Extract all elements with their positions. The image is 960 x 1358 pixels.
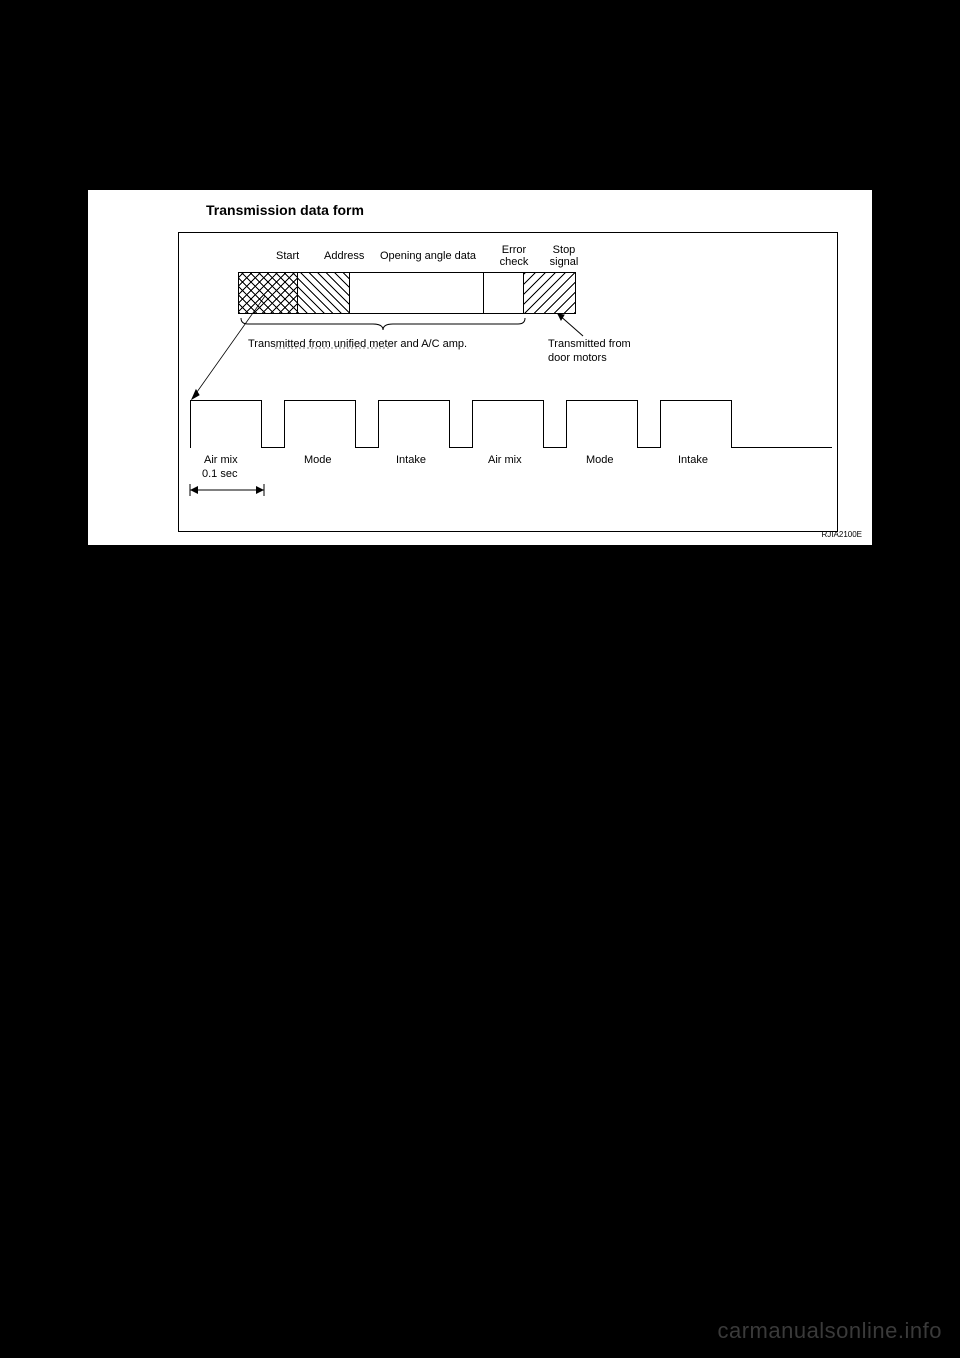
- pulse-label-4: Air mix: [488, 454, 522, 466]
- diagram-panel: Transmission data form Start Address Ope…: [88, 190, 872, 545]
- label-address: Address: [324, 250, 364, 262]
- label-start: Start: [276, 250, 299, 262]
- baseline-4: [544, 447, 566, 448]
- block-error: [484, 272, 524, 314]
- pulse-4: [472, 400, 544, 448]
- connector-start-to-pulse: [190, 296, 400, 402]
- baseline-2: [356, 447, 378, 448]
- block-stop: [524, 272, 576, 314]
- label-opening: Opening angle data: [380, 250, 476, 262]
- reference-code: RJIA2100E: [822, 530, 862, 539]
- baseline-1: [262, 447, 284, 448]
- pulse-1: [190, 400, 262, 448]
- label-stop: Stop signal: [542, 244, 586, 268]
- watermark: carmanualsonline.info: [717, 1318, 942, 1344]
- baseline-5: [638, 447, 660, 448]
- diagram-title: Transmission data form: [206, 202, 364, 218]
- pulse-label-6: Intake: [678, 454, 708, 466]
- label-error: Error check: [492, 244, 536, 268]
- pulse-label-3: Intake: [396, 454, 426, 466]
- pulse-2: [284, 400, 356, 448]
- pulse-5: [566, 400, 638, 448]
- pulse-label-1a: Air mix: [204, 454, 238, 466]
- pulse-label-2: Mode: [304, 454, 332, 466]
- text-transmitted-right-2: door motors: [548, 352, 607, 364]
- arrow-stop-to-text: [528, 312, 598, 342]
- pulse-3: [378, 400, 450, 448]
- baseline-3: [450, 447, 472, 448]
- baseline-6: [732, 447, 832, 448]
- pulse-label-5: Mode: [586, 454, 614, 466]
- pulse-6: [660, 400, 732, 448]
- dimension-arrow: [188, 484, 266, 496]
- pulse-label-1b: 0.1 sec: [202, 468, 237, 480]
- pulse-row: [190, 400, 830, 448]
